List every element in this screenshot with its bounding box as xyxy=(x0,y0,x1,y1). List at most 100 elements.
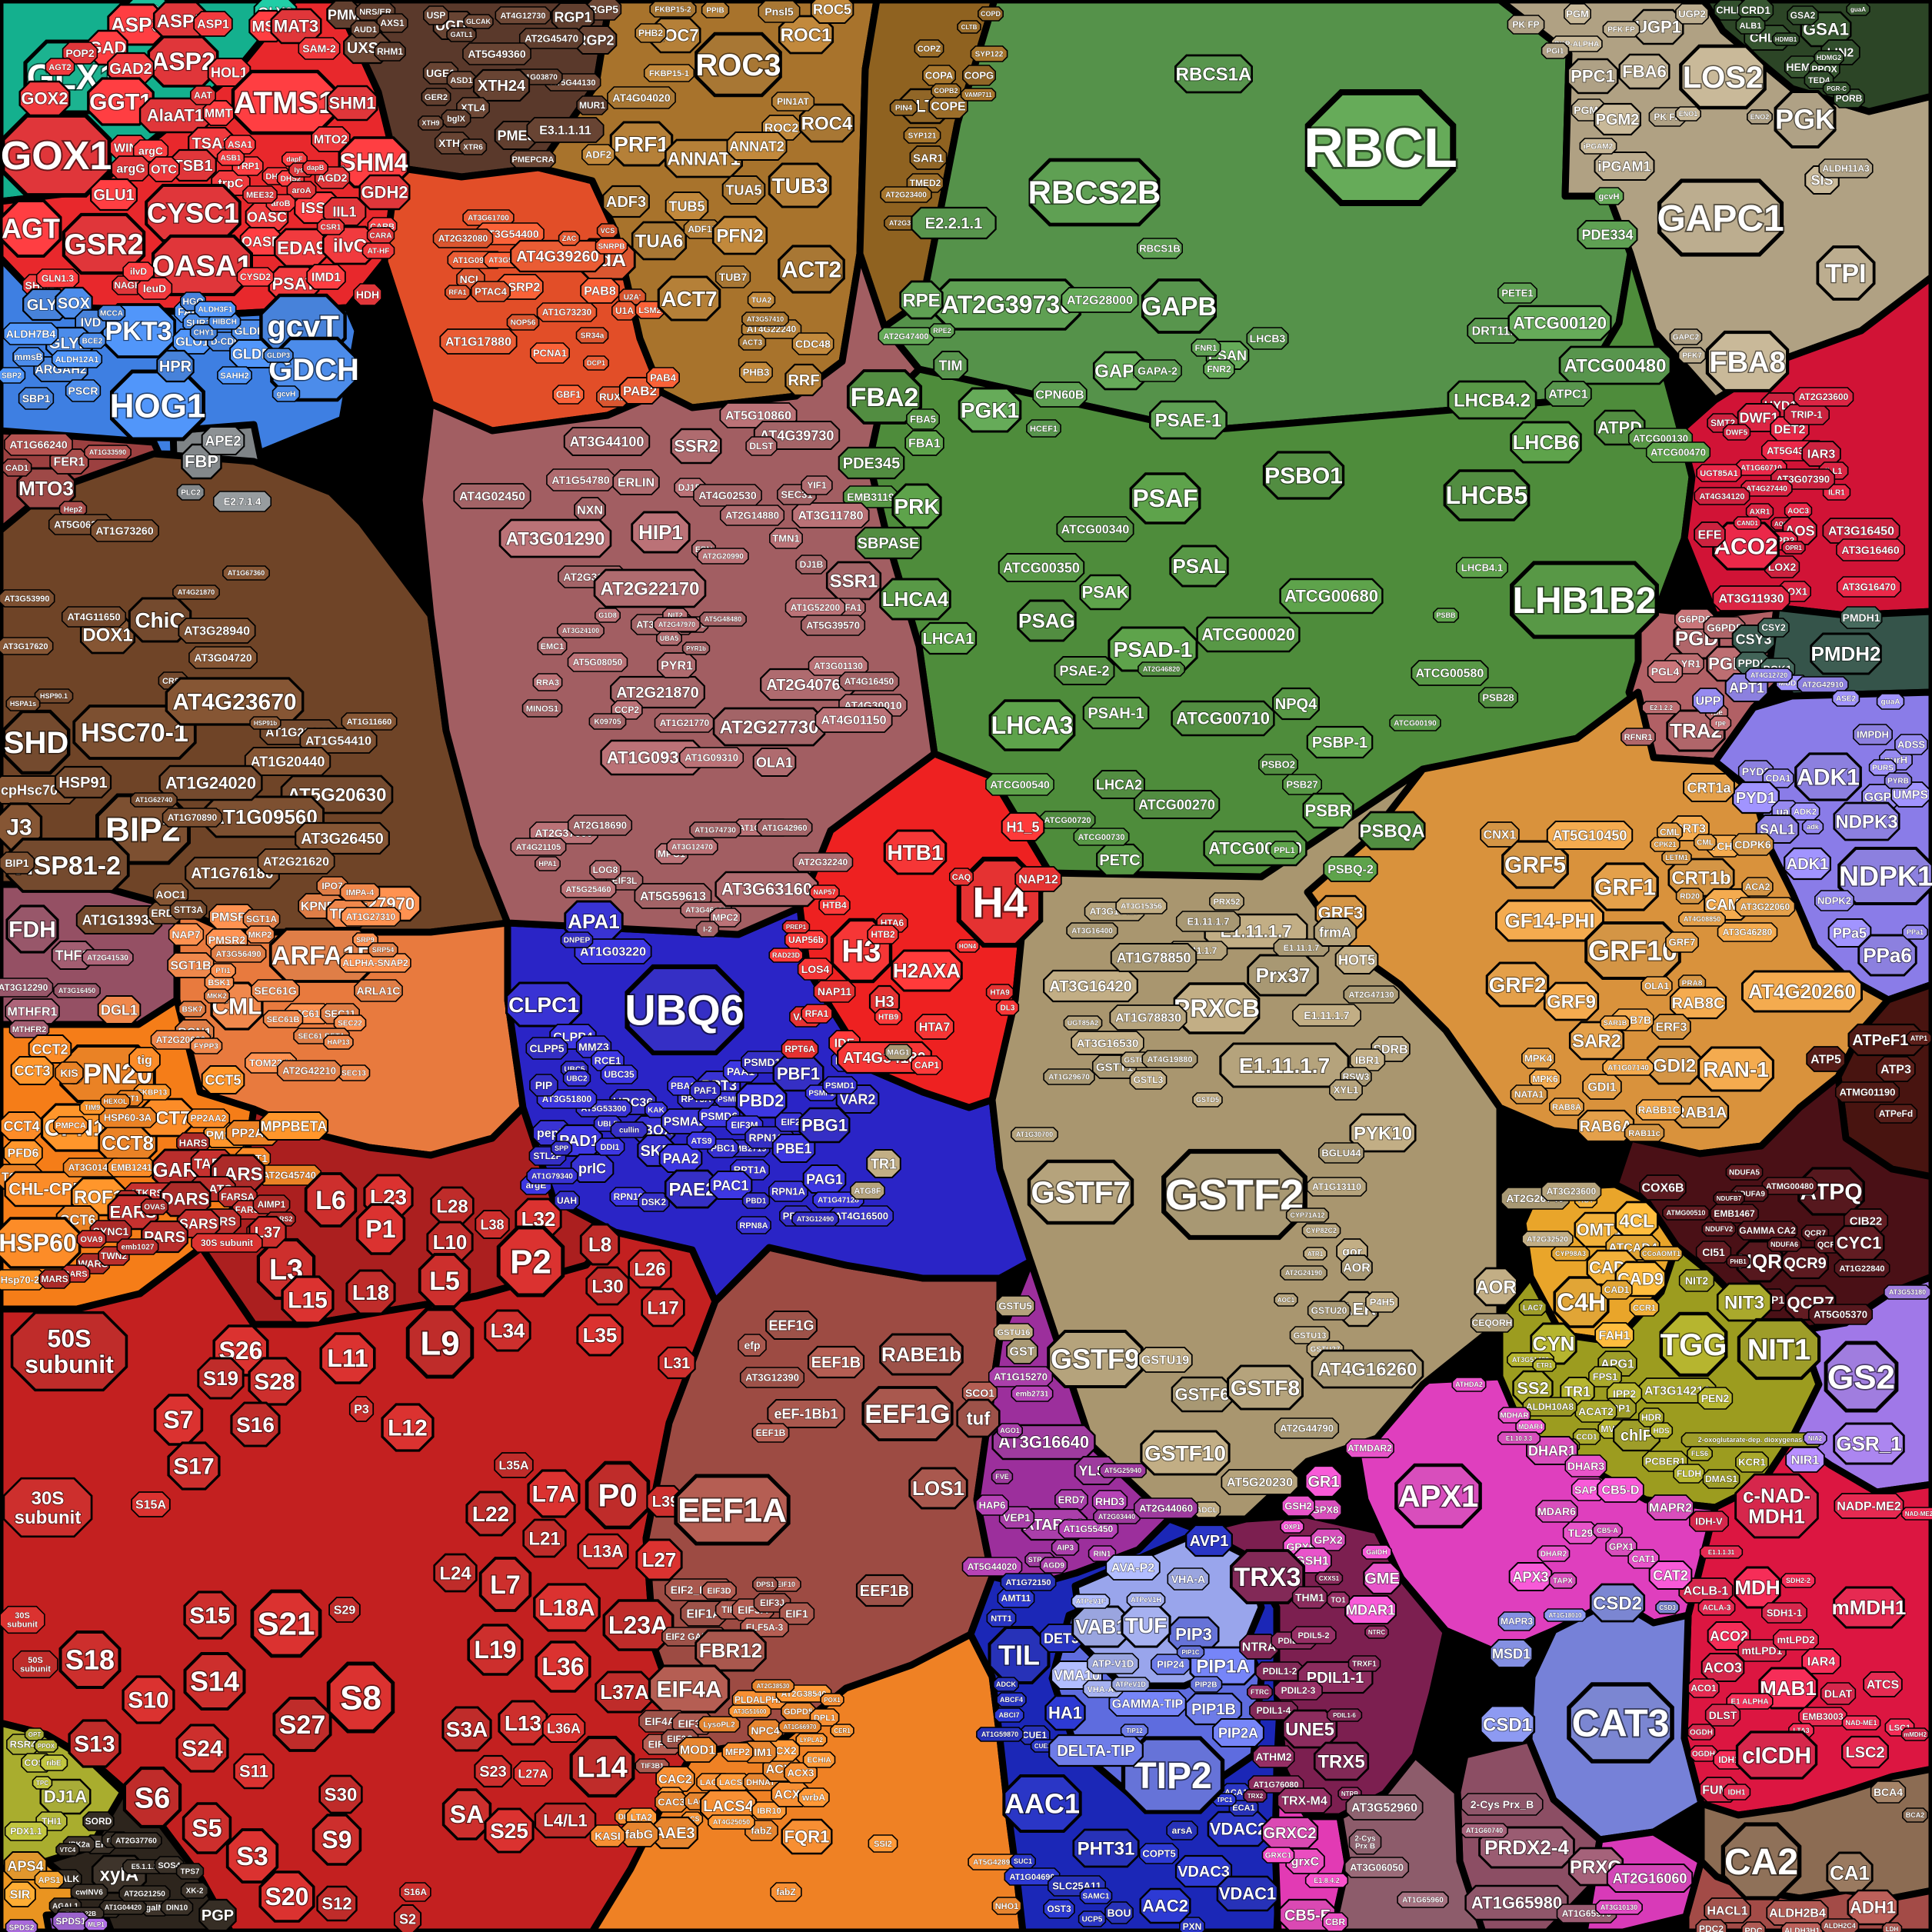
cell-e1-1-1-31[interactable]: E1.1.1.31 xyxy=(1699,1545,1744,1559)
cell-wrba[interactable]: wrbA xyxy=(798,1787,830,1807)
cell-rpe[interactable]: rpe xyxy=(1709,715,1732,731)
cell-g1d8[interactable]: G1D8 xyxy=(595,608,621,623)
cell-dhar2[interactable]: DHAR2 xyxy=(1537,1545,1571,1562)
cell-dnpep[interactable]: DNPEP xyxy=(560,931,594,948)
cell-pyrb[interactable]: PYRB xyxy=(1884,772,1913,789)
cell-uah[interactable]: UAH xyxy=(554,1191,580,1211)
cell-pmm[interactable]: PMM xyxy=(326,0,361,29)
cell-hdmg2[interactable]: HDMG2 xyxy=(1814,50,1844,65)
cell-pip2a[interactable]: PIP2A xyxy=(1212,1718,1264,1747)
cell-copg[interactable]: COPG xyxy=(962,65,996,86)
cell-emc1[interactable]: EMC1 xyxy=(537,637,568,655)
cell-annat2[interactable]: ANNAT2 xyxy=(726,132,788,161)
cell-delta-tip[interactable]: DELTA-TIP xyxy=(1048,1734,1144,1767)
cell-gapa-2[interactable]: GAPA-2 xyxy=(1133,359,1182,382)
cell-psak[interactable]: PSAK xyxy=(1079,574,1131,611)
cell-act7[interactable]: ACT7 xyxy=(657,275,721,321)
cell-rhm1[interactable]: RHM1 xyxy=(374,42,406,62)
cell-pfd6[interactable]: PFD6 xyxy=(3,1140,43,1166)
cell-lhca2[interactable]: LHCA2 xyxy=(1093,770,1145,799)
cell-nad-me1[interactable]: NAD-ME1 xyxy=(1841,1715,1881,1730)
cell-s18[interactable]: S18 xyxy=(58,1631,122,1689)
cell-hol1[interactable]: HOL1 xyxy=(207,58,251,87)
cell-crt1a[interactable]: CRT1a xyxy=(1683,773,1735,802)
cell-arla1c[interactable]: ARLA1C xyxy=(354,979,403,1002)
cell-at2g32080[interactable]: AT2G32080 xyxy=(432,228,494,248)
cell-trip-1[interactable]: TRIP-1 xyxy=(1784,404,1830,425)
cell-ftrc[interactable]: FTRC xyxy=(1247,1684,1273,1700)
cell-at2g24190[interactable]: AT2G24190 xyxy=(1280,1265,1327,1281)
cell-at3g23600[interactable]: AT3G23600 xyxy=(1541,1181,1602,1201)
cell-imd1[interactable]: IMD1 xyxy=(306,264,346,290)
cell-apx1[interactable]: APX1 xyxy=(1394,1463,1482,1529)
cell-adf2[interactable]: ADF2 xyxy=(581,144,615,165)
cell-at2g18690[interactable]: AT2G18690 xyxy=(567,814,633,836)
cell-lac7[interactable]: LAC7 xyxy=(1518,1299,1547,1316)
cell-at1g30700[interactable]: AT1G30700 xyxy=(1011,1127,1058,1142)
cell-at3g16450[interactable]: AT3G16450 xyxy=(53,983,101,998)
cell-nadp-me2[interactable]: NADP-ME2 xyxy=(1834,1493,1904,1519)
cell-at5g05370[interactable]: AT5G05370 xyxy=(1807,1304,1874,1325)
cell-crd1[interactable]: CRD1 xyxy=(1737,0,1774,22)
cell-rgp2[interactable]: RGP2 xyxy=(573,25,618,55)
cell-idh1[interactable]: IDH1 xyxy=(1722,1784,1751,1800)
cell-fldh[interactable]: FLDH xyxy=(1673,1464,1705,1484)
cell-psaf[interactable]: PSAF xyxy=(1129,472,1201,525)
cell-at4g23670[interactable]: AT4G23670 xyxy=(165,677,305,726)
cell-rgp5[interactable]: RGP5 xyxy=(585,0,622,21)
cell-hip1[interactable]: HIP1 xyxy=(631,511,691,554)
cell-at3g04720[interactable]: AT3G04720 xyxy=(188,646,258,669)
cell-sdh1-1[interactable]: SDH1-1 xyxy=(1761,1602,1807,1624)
cell-bce2[interactable]: BCE2 xyxy=(78,332,107,349)
cell-rbcl[interactable]: RBCL xyxy=(1301,89,1460,206)
cell-hap6[interactable]: HAP6 xyxy=(975,1494,1009,1516)
cell-sir[interactable]: SIR xyxy=(4,1881,36,1907)
cell-tip12[interactable]: TIP12 xyxy=(1120,1724,1149,1737)
cell-ssr1[interactable]: SSR1 xyxy=(825,561,882,601)
cell-lhca1[interactable]: LHCA1 xyxy=(919,621,978,655)
cell-hsp60-3a[interactable]: HSP60-3A xyxy=(98,1107,158,1128)
cell-tua6[interactable]: TUA6 xyxy=(631,221,688,261)
cell-nap57[interactable]: NAP57 xyxy=(809,884,840,900)
cell-drt112[interactable]: DRT112 xyxy=(1467,318,1522,344)
cell-2-cys-prx-b[interactable]: 2-Cys Prx_B xyxy=(1461,1793,1544,1816)
cell-ubq6[interactable]: UBQ6 xyxy=(623,964,746,1056)
cell-nit2[interactable]: NIT2 xyxy=(1678,1269,1715,1292)
cell-fkbp15-2[interactable]: FKBP15-2 xyxy=(649,1,697,18)
cell-at1g78830[interactable]: AT1G78830 xyxy=(1109,1004,1188,1031)
cell-fba6[interactable]: FBA6 xyxy=(1618,53,1671,90)
cell-fabg[interactable]: fabG xyxy=(619,1821,659,1847)
cell-tr1[interactable]: TR1 xyxy=(866,1149,901,1178)
cell-gox2[interactable]: GOX2 xyxy=(18,80,71,117)
cell-act3[interactable]: ACT3 xyxy=(738,334,767,351)
cell-at3g10130[interactable]: AT3G10130 xyxy=(1595,1900,1643,1915)
cell-aldh11a3[interactable]: ALDH11A3 xyxy=(1818,158,1874,178)
cell-csr1[interactable]: CSR1 xyxy=(316,218,345,235)
cell-ola1[interactable]: OLA1 xyxy=(1641,976,1673,996)
cell-aco3[interactable]: ACO3 xyxy=(1700,1653,1745,1682)
cell-gapc1[interactable]: GAPC1 xyxy=(1655,178,1786,257)
cell-s13[interactable]: S13 xyxy=(68,1719,122,1768)
cell-ssi2[interactable]: SSI2 xyxy=(868,1834,898,1853)
cell-trx5[interactable]: TRX5 xyxy=(1313,1741,1370,1781)
cell-rhd3[interactable]: RHD3 xyxy=(1091,1490,1128,1513)
cell-atr1[interactable]: ATR1 xyxy=(1303,1247,1327,1261)
cell-l30[interactable]: L30 xyxy=(585,1266,630,1306)
cell-psbo1[interactable]: PSBO1 xyxy=(1262,451,1345,500)
cell-leud[interactable]: leuD xyxy=(136,277,173,300)
cell-snrpb[interactable]: SNRPB xyxy=(595,238,628,255)
cell-l23a[interactable]: L23A xyxy=(602,1599,675,1651)
cell-zac[interactable]: ZAC xyxy=(558,231,581,246)
cell-nit1[interactable]: NIT1 xyxy=(1737,1317,1821,1381)
cell-kasi[interactable]: KASI xyxy=(589,1824,626,1847)
cell-ccoaomt1[interactable]: CCoAOMT1 xyxy=(1639,1246,1684,1261)
cell-at1g18010[interactable]: AT1G18010 xyxy=(1543,1608,1587,1622)
cell-ova9[interactable]: OVA9 xyxy=(76,1230,107,1248)
cell-cyp71a12[interactable]: CYP71A12 xyxy=(1285,1208,1330,1223)
cell-cad1[interactable]: CAD1 xyxy=(1601,1280,1633,1300)
cell-ipgam1[interactable]: iPGAM1 xyxy=(1594,152,1655,181)
cell-copb2[interactable]: COPB2 xyxy=(931,83,961,98)
cell-ca1[interactable]: CA1 xyxy=(1826,1851,1874,1894)
cell-fbr12[interactable]: FBR12 xyxy=(695,1629,767,1672)
cell-lhcb4-1[interactable]: LHCB4.1 xyxy=(1455,557,1509,578)
